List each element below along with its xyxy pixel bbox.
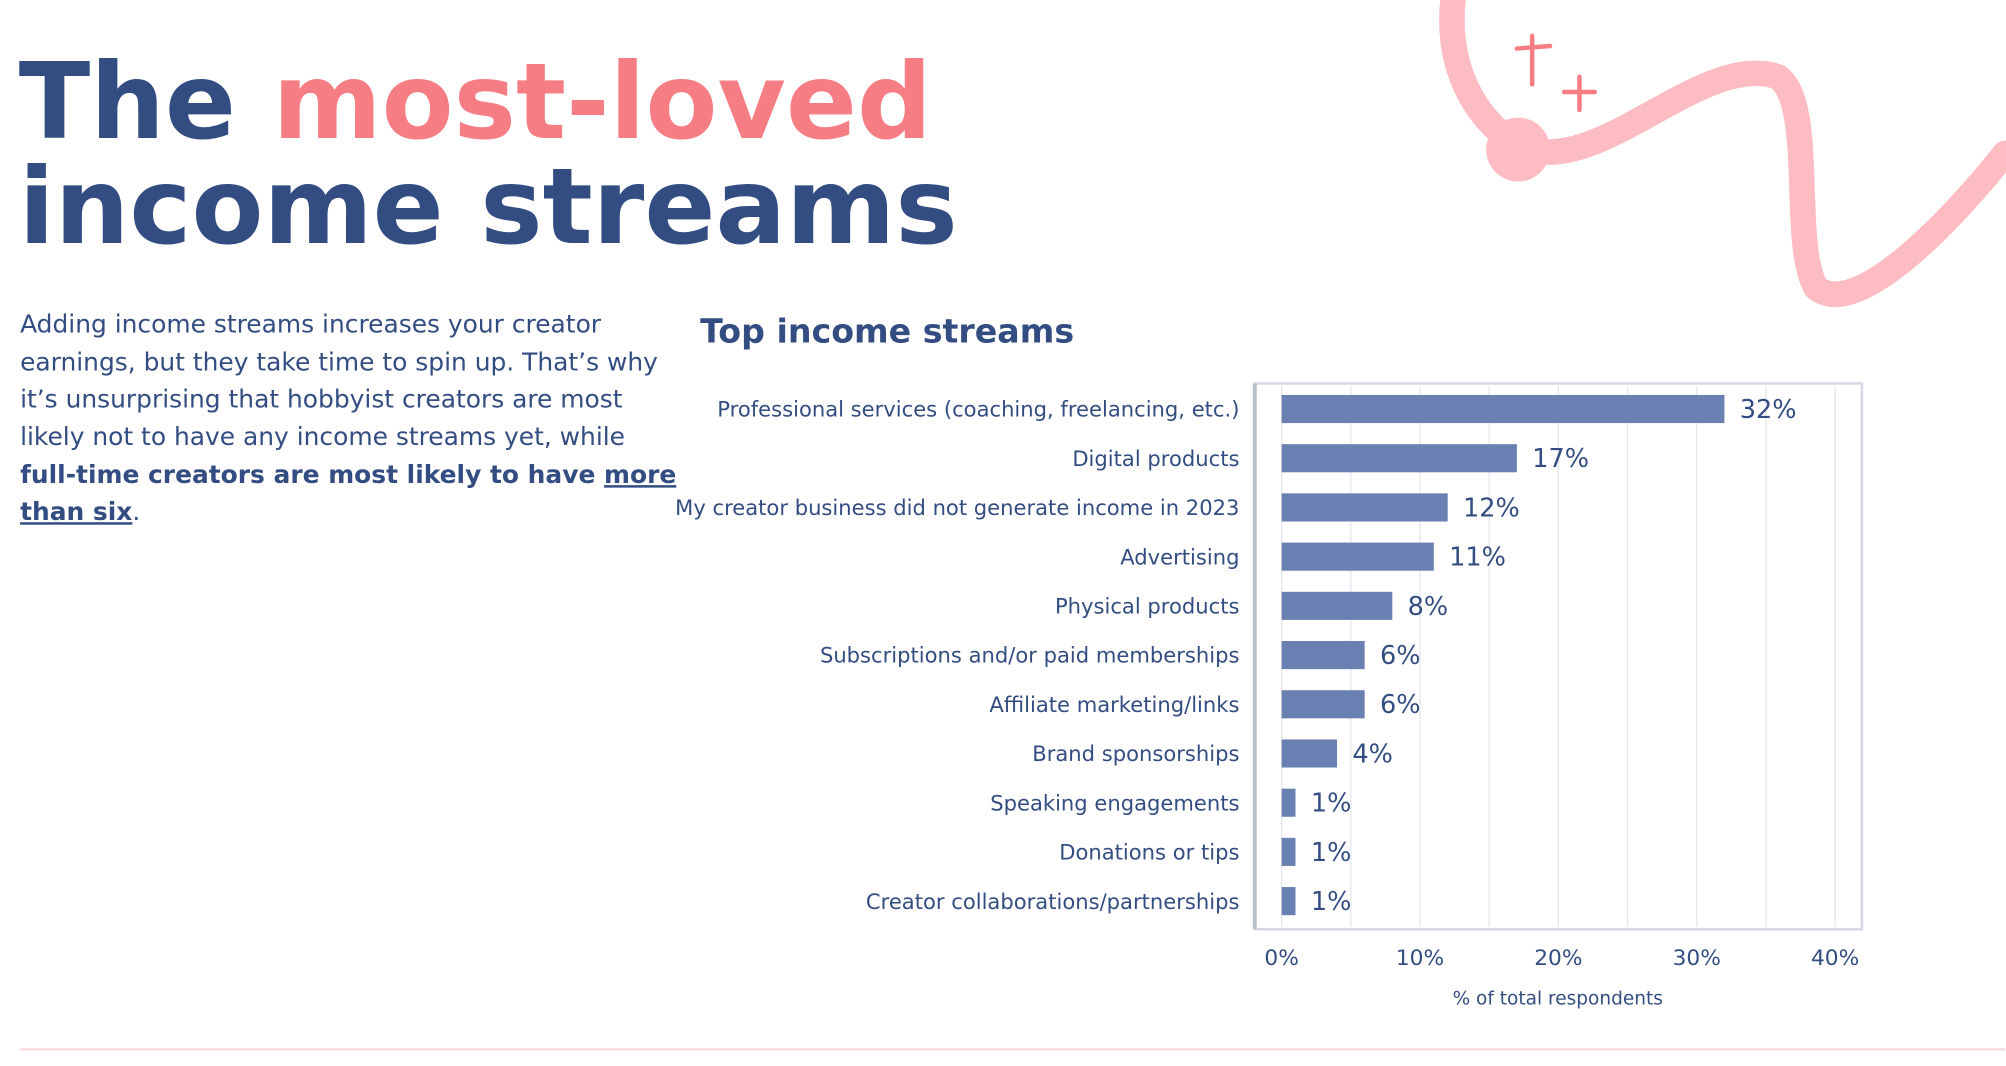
value-label: 12%	[1463, 493, 1520, 523]
bar	[1281, 837, 1296, 866]
bar	[1281, 542, 1434, 571]
bar	[1281, 739, 1337, 768]
bar	[1281, 887, 1296, 916]
bar	[1281, 444, 1517, 473]
period: .	[132, 497, 140, 526]
paragraph-line: likely not to have any income streams ye…	[20, 422, 625, 451]
value-label: 1%	[1311, 838, 1352, 868]
bar	[1281, 591, 1393, 620]
chart: Top income streams % of total respondent…	[675, 312, 1864, 1010]
chart-title: Top income streams	[700, 312, 1074, 351]
title-highlight: most-loved	[272, 41, 931, 163]
bar	[1281, 394, 1725, 424]
category-label: Advertising	[1120, 544, 1239, 569]
category-label: Professional services (coaching, freelan…	[717, 397, 1239, 422]
x-tick-label: 40%	[1811, 946, 1859, 971]
paragraph-line: Adding income streams increases your cre…	[20, 309, 602, 338]
link[interactable]: more	[604, 460, 676, 489]
x-tick-label: 30%	[1673, 946, 1721, 971]
paragraph: Adding income streams increases your cre…	[20, 309, 676, 526]
title-end: income streams	[19, 146, 958, 268]
link[interactable]: than six	[20, 497, 132, 526]
value-label: 8%	[1408, 592, 1449, 622]
value-label: 11%	[1449, 543, 1506, 573]
bar	[1281, 493, 1448, 522]
value-label: 1%	[1311, 789, 1352, 819]
category-label: Affiliate marketing/links	[989, 692, 1239, 717]
category-label: Brand sponsorships	[1032, 741, 1239, 766]
value-label: 1%	[1311, 887, 1352, 917]
x-axis-label: % of total respondents	[1453, 989, 1663, 1010]
category-label: Subscriptions and/or paid memberships	[820, 643, 1240, 668]
title-start: The	[19, 41, 236, 163]
decoration-dot	[1486, 117, 1551, 182]
bar	[1281, 641, 1365, 670]
paragraph-line: full-time creators are most likely to ha…	[20, 460, 676, 489]
category-label: Creator collaborations/partnerships	[866, 889, 1240, 914]
value-label: 17%	[1532, 444, 1589, 474]
paragraph-line: it’s unsurprising that hobbyist creators…	[20, 385, 623, 414]
x-tick-label: 0%	[1264, 946, 1298, 971]
paragraph-line: than six.	[20, 497, 140, 526]
x-tick-label: 20%	[1534, 946, 1582, 971]
bar	[1281, 788, 1296, 817]
bold-text: full-time creators are most likely to ha…	[20, 460, 595, 489]
paragraph-line: earnings, but they take time to spin up.…	[20, 348, 658, 377]
title: The most-loved	[19, 41, 932, 163]
value-label: 6%	[1380, 641, 1421, 671]
category-label: Physical products	[1055, 594, 1240, 619]
sparkle	[1514, 33, 1598, 113]
bar	[1281, 690, 1365, 719]
category-label: Digital products	[1072, 446, 1239, 471]
category-label: Speaking engagements	[990, 790, 1239, 815]
category-label: Donations or tips	[1059, 840, 1239, 865]
value-label: 4%	[1352, 739, 1393, 769]
category-label: My creator business did not generate inc…	[675, 495, 1239, 520]
x-tick-label: 10%	[1396, 946, 1444, 971]
value-label: 32%	[1740, 395, 1797, 425]
value-label: 6%	[1380, 690, 1421, 720]
